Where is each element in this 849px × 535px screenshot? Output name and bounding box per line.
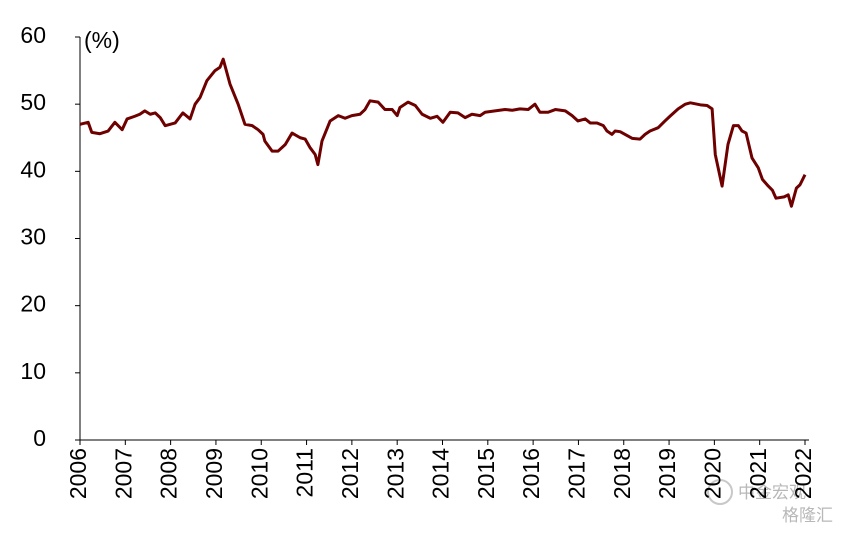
x-tick-label: 2008 [156,448,182,499]
x-tick-label: 2014 [428,448,454,499]
y-tick-label: 20 [20,291,46,317]
y-tick-label: 10 [20,358,46,384]
x-tick-label: 2007 [110,448,136,499]
x-tick-label: 2012 [337,448,363,499]
x-tick-label: 2020 [699,448,725,499]
y-tick-label: 60 [20,22,46,48]
x-tick-label: 2009 [201,448,227,499]
x-tick-label: 2017 [564,448,590,499]
watermark: 中金宏观 [738,483,806,503]
y-tick-label: 50 [20,89,46,115]
watermark: 格隆汇 [782,506,833,526]
y-unit-label: (%) [84,27,120,53]
x-tick-label: 2010 [246,448,272,499]
x-tick-label: 2018 [609,448,635,499]
x-tick-label: 2022 [790,448,816,499]
x-tick-label: 2011 [292,448,318,497]
x-tick-label: 2013 [382,448,408,499]
watermark-icon [707,479,733,505]
x-tick-label: 2006 [65,448,91,499]
x-tick-label: 2019 [654,448,680,499]
x-tick-label: 2015 [473,448,499,499]
y-tick-label: 30 [20,224,46,250]
y-tick-label: 40 [20,156,46,182]
x-tick-label: 2016 [518,448,544,499]
y-tick-label: 0 [33,425,46,451]
line-series [79,57,807,208]
x-tick-label: 2021 [745,448,771,499]
